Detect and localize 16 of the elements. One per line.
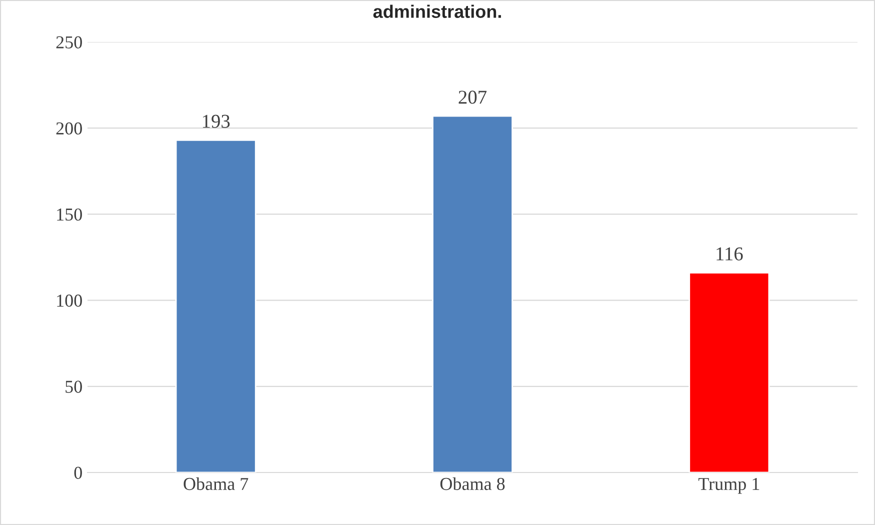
data-label: 207 bbox=[458, 90, 487, 104]
y-tick-label: 50 bbox=[66, 380, 82, 393]
data-label: 193 bbox=[202, 114, 230, 128]
bar bbox=[688, 272, 770, 472]
data-label: 116 bbox=[716, 247, 743, 260]
y-tick-label: 250 bbox=[56, 36, 82, 48]
y-tick-label: 200 bbox=[56, 122, 82, 135]
chart-title: administration. bbox=[373, 4, 501, 18]
bar bbox=[175, 139, 256, 472]
x-tick-label: Trump 1 bbox=[698, 478, 760, 494]
y-tick-label: 0 bbox=[74, 466, 82, 479]
x-tick-label: Obama 8 bbox=[440, 477, 505, 490]
y-tick-label: 100 bbox=[57, 294, 82, 307]
bar bbox=[432, 115, 513, 472]
x-tick-label: Obama 7 bbox=[184, 477, 248, 490]
y-tick-label: 150 bbox=[57, 208, 82, 221]
